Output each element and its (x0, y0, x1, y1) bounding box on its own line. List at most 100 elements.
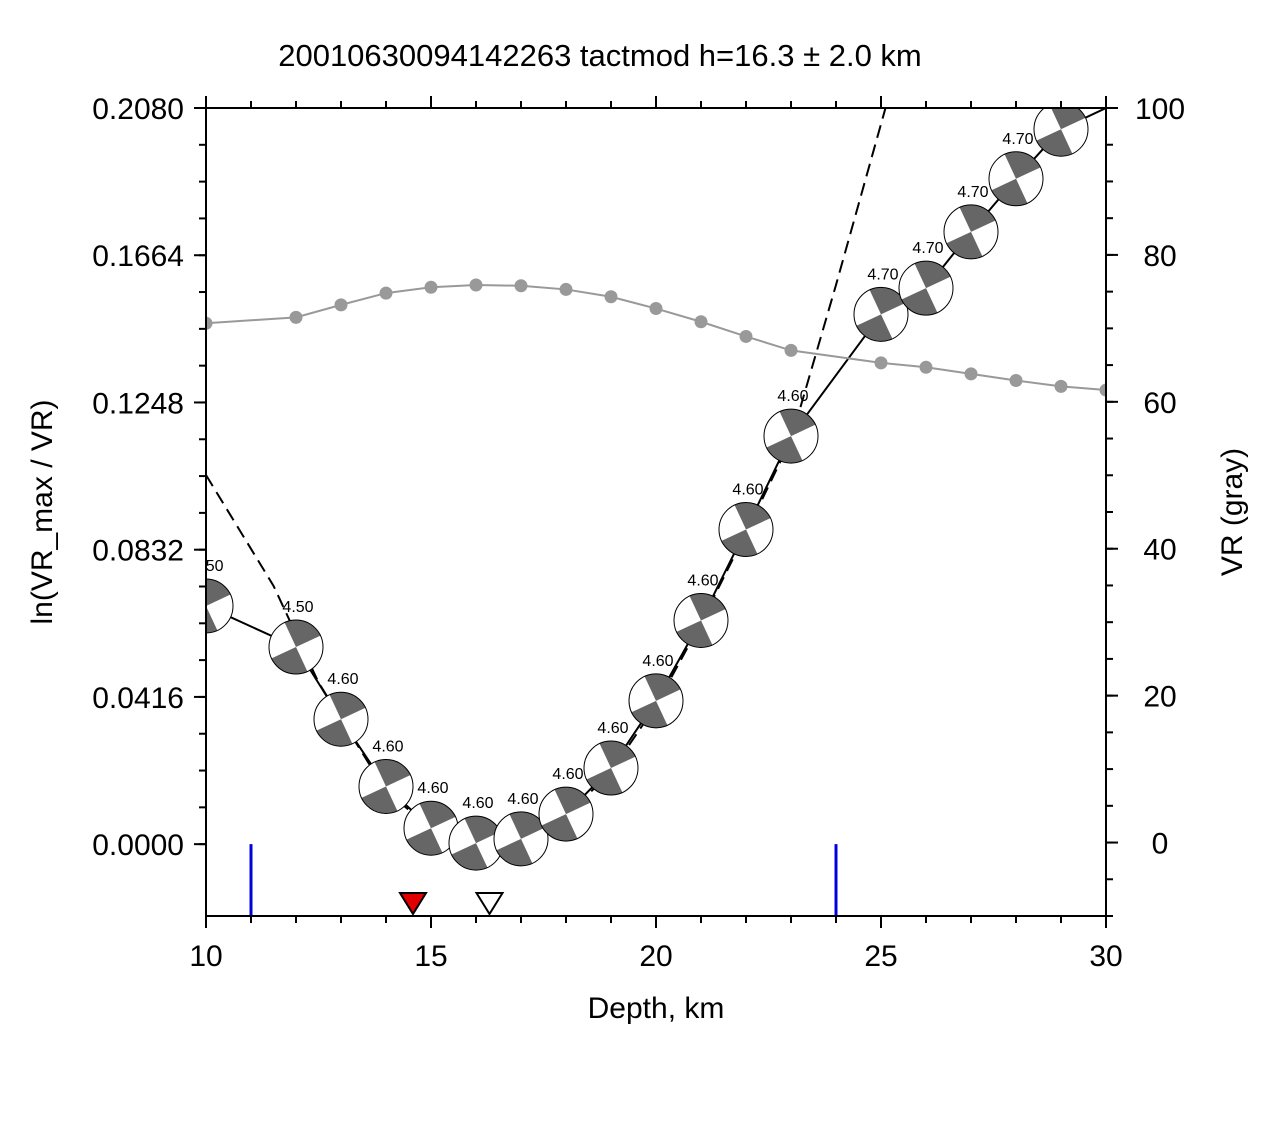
beachball-quadrant (464, 816, 501, 844)
vr-point (469, 278, 483, 292)
beachball-quadrant (496, 838, 533, 866)
beachball-quadrant (406, 828, 443, 856)
beachball-quadrant (1004, 151, 1041, 179)
vr-point (919, 360, 933, 374)
focal-mechanism: 4.60 (673, 572, 729, 648)
beachball-outline (268, 619, 324, 675)
axis-layer: 10 15 20 25 30 0.0000 0.0416 0.0832 0.1248 0.1664… (92, 93, 1185, 973)
vr-point (964, 367, 978, 381)
magnitude-label: 4.60 (732, 482, 763, 499)
focal-mechanism: 4.60 (583, 720, 639, 796)
magnitude-label: 4.60 (642, 653, 673, 670)
focal-mechanism: 4.60 (493, 791, 549, 867)
magnitude-label: 4.60 (507, 791, 538, 808)
vr-point (739, 329, 753, 343)
y-right-tick-label: 100 (1135, 93, 1185, 126)
beachball-quadrant (451, 843, 488, 871)
beachball-outline (493, 811, 549, 867)
focal-mechanism: 4.50 (206, 558, 234, 634)
y-right-tick-label: 80 (1143, 240, 1176, 273)
magnitude-label: 4.70 (912, 240, 943, 257)
beachball-outline (718, 502, 774, 558)
beachball-outline (943, 204, 999, 260)
beachball-quadrant (419, 801, 456, 829)
beachball-outline (538, 786, 594, 842)
beachball-quadrant (329, 692, 366, 720)
beachball-quadrant (361, 786, 398, 814)
vr-point (649, 302, 663, 316)
beachball-quadrant (644, 673, 681, 701)
x-tick-label: 30 (1089, 940, 1122, 973)
y-left-tick-label: 0.0832 (92, 535, 184, 568)
beachball-quadrant (946, 231, 983, 259)
y-right-tick-label: 20 (1143, 681, 1176, 714)
vr-point (289, 310, 303, 324)
vr-point (694, 315, 708, 329)
x-axis-title: Depth, km (588, 992, 725, 1025)
focal-mechanism: 4.60 (403, 780, 459, 856)
beachball-quadrant (689, 593, 726, 621)
beachball-quadrant (509, 811, 546, 839)
best-depth-marker (398, 892, 428, 916)
beachball-outline (583, 740, 639, 796)
misfit-dashed-line (206, 108, 887, 841)
focal-mechanism: 4.70 (1033, 108, 1089, 157)
x-tick-label: 25 (864, 940, 897, 973)
beachball-outline (763, 408, 819, 464)
vr-point (1099, 383, 1106, 397)
x-tick-label: 20 (639, 940, 672, 973)
beachball-quadrant (991, 178, 1028, 206)
beachball-quadrant (1051, 108, 1086, 130)
y-right-tick-label: 40 (1143, 534, 1176, 567)
magnitude-label: 4.60 (417, 780, 448, 797)
chart-title: 20010630094142263 tactmod h=16.3 ± 2.0 k… (278, 38, 922, 73)
focal-mechanism: 4.50 (268, 599, 324, 675)
beachball-outline (628, 673, 684, 729)
magnitude-label: 4.60 (687, 572, 718, 589)
beachball-quadrant (869, 287, 906, 315)
beachball-quadrant (631, 700, 668, 728)
y-left-tick-label: 0.0000 (92, 829, 184, 862)
vr-point (424, 280, 438, 294)
vr-point (784, 343, 798, 357)
beachball-quadrant (779, 409, 816, 437)
focal-mechanism: 4.70 (853, 266, 909, 342)
focal-mechanism: 4.60 (538, 766, 594, 842)
beachball-quadrant (316, 719, 353, 747)
beachball-quadrant (766, 436, 803, 464)
vr-point (874, 356, 888, 370)
x-tick-label: 10 (189, 940, 222, 973)
y-right-tick-label: 60 (1143, 387, 1176, 420)
magnitude-label: 4.60 (372, 738, 403, 755)
focal-mechanism: 4.70 (943, 184, 999, 260)
focal-mechanism: 4.70 (898, 240, 954, 316)
beachball-outline (358, 758, 414, 814)
magnitude-label: 4.50 (282, 599, 313, 616)
magnitude-label: 4.60 (462, 795, 493, 812)
vr-point (1009, 374, 1023, 388)
beachball-quadrant (586, 768, 623, 796)
y-left-axis-title: ln(VR_max / VR) (26, 399, 59, 624)
focal-mechanism: 4.60 (313, 671, 369, 747)
beachball-quadrant (206, 578, 231, 606)
beachball-quadrant (959, 204, 996, 232)
x-tick-label: 15 (414, 940, 447, 973)
magnitude-label: 4.70 (957, 184, 988, 201)
y-right-axis-title: VR (gray) (1216, 448, 1249, 576)
vr-point (559, 282, 573, 296)
beachball-quadrant (1036, 129, 1073, 157)
magnitude-label: 4.60 (327, 671, 358, 688)
beachball-quadrant (721, 529, 758, 557)
beachball-quadrant (901, 288, 938, 316)
beachball-quadrant (374, 759, 411, 787)
beachball-quadrant (914, 261, 951, 289)
magnitude-label: 4.60 (597, 720, 628, 737)
y-left-tick-label: 0.1664 (92, 240, 184, 273)
y-left-tick-label: 0.0416 (92, 682, 184, 715)
y-left-tick-label: 0.2080 (92, 93, 184, 126)
magnitude-label: 4.70 (1002, 131, 1033, 148)
beachball-outline (673, 592, 729, 648)
magnitude-label: 4.60 (552, 766, 583, 783)
vr-point (334, 298, 348, 312)
